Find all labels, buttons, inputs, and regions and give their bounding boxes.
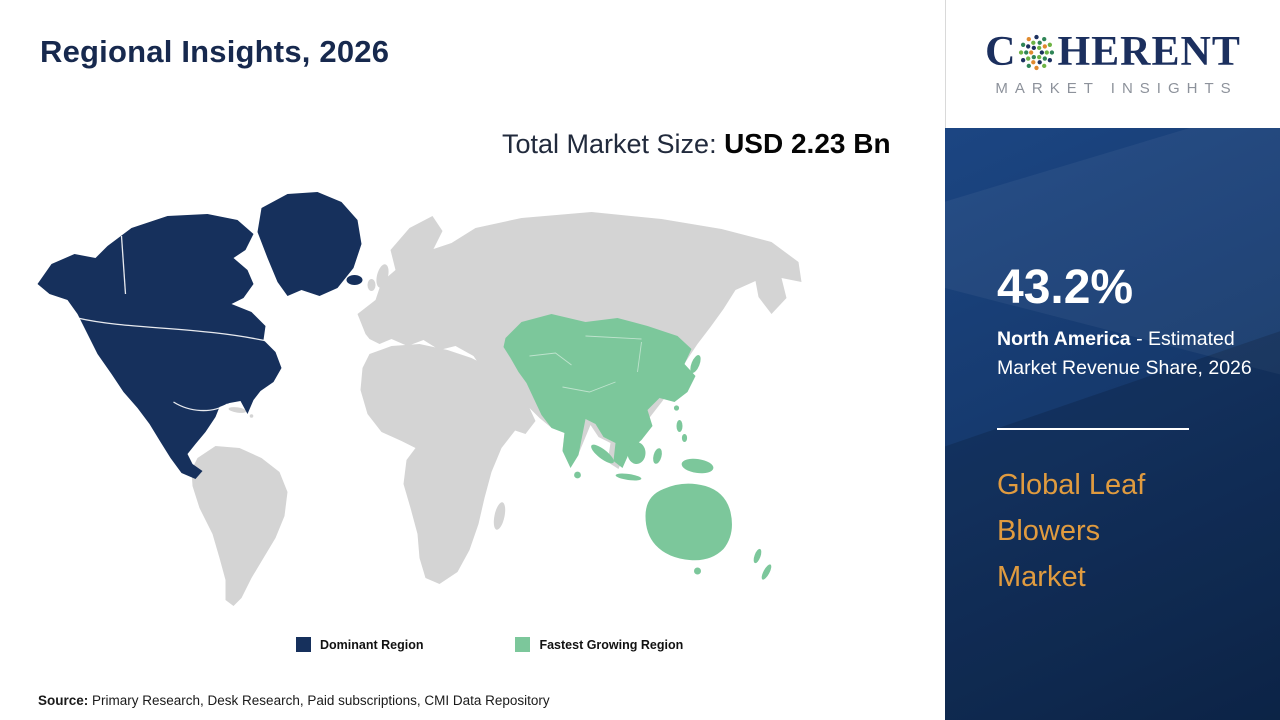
- north-america-borders: [77, 235, 272, 412]
- region-philippines-north: [676, 420, 683, 432]
- region-java: [615, 473, 642, 481]
- region-new-guinea: [681, 458, 714, 474]
- report-title: Global Leaf Blowers Market: [997, 469, 1146, 593]
- region-asia-pacific: [503, 314, 772, 580]
- region-asia: [503, 314, 696, 468]
- market-share-value: 43.2%: [997, 261, 1134, 314]
- us-canada-border: [77, 317, 272, 343]
- us-mexico-border: [173, 401, 228, 412]
- map-legend: Dominant Region Fastest Growing Region: [296, 637, 683, 652]
- region-sri-lanka: [574, 471, 581, 479]
- brand-tagline: MARKET INSIGHTS: [995, 80, 1238, 97]
- legend-swatch-dominant: [296, 637, 311, 652]
- alaska-canada-border: [120, 235, 127, 295]
- share-description-text: - Estimated Market Revenue Share, 2026: [997, 328, 1252, 379]
- brand-name: C HERENT: [985, 31, 1241, 73]
- region-japan-kyushu: [681, 377, 692, 389]
- page-title: Regional Insights, 2026: [40, 34, 390, 69]
- region-sulawesi: [653, 448, 662, 464]
- region-name: North America: [997, 328, 1131, 350]
- region-north-america-group: [37, 192, 363, 479]
- region-madagascar: [493, 502, 506, 530]
- region-australia: [645, 483, 732, 561]
- region-philippines-south: [681, 434, 688, 442]
- region-uk: [376, 264, 389, 288]
- region-new-zealand-north: [753, 548, 762, 564]
- source-label: Source:: [38, 693, 89, 708]
- asia-borders: [529, 335, 642, 393]
- legend-label-fastest: Fastest Growing Region: [539, 637, 684, 652]
- legend-swatch-fastest: [515, 637, 531, 652]
- region-sumatra: [591, 444, 614, 464]
- region-greenland: [257, 192, 362, 296]
- source-text: Primary Research, Desk Research, Paid su…: [88, 693, 550, 708]
- legend-label-dominant: Dominant Region: [320, 637, 424, 652]
- market-size-label: Total Market Size:: [502, 129, 725, 159]
- brand-logo: C HERENT MARKET INSIGHTS: [945, 0, 1280, 128]
- world-map-svg: [37, 192, 802, 606]
- market-size-value: USD 2.23 Bn: [724, 128, 891, 159]
- region-ireland: [367, 279, 376, 291]
- region-japan-honshu: [690, 355, 701, 373]
- region-cuba: [228, 407, 247, 413]
- logo-o-mosaic-icon: [1019, 34, 1055, 70]
- divider-line: [997, 428, 1189, 430]
- brand-letter-c: C: [985, 29, 1017, 75]
- legend-item-dominant: Dominant Region: [296, 637, 423, 652]
- region-north-america: [37, 214, 282, 479]
- brand-letters-rest: HERENT: [1057, 29, 1241, 75]
- region-south-america: [191, 446, 288, 606]
- region-tasmania: [694, 567, 701, 575]
- region-new-zealand-south: [761, 564, 772, 580]
- market-share-description: North America - Estimated Market Revenue…: [997, 325, 1265, 382]
- total-market-size: Total Market Size: USD 2.23 Bn: [502, 124, 900, 164]
- region-africa: [360, 344, 528, 584]
- world-map: [28, 186, 826, 638]
- region-borneo: [627, 442, 646, 464]
- region-iceland: [346, 275, 363, 285]
- region-caribbean-island: [249, 414, 254, 418]
- legend-item-fastest: Fastest Growing Region: [515, 637, 683, 652]
- region-taiwan: [673, 405, 680, 411]
- source-note: Source: Primary Research, Desk Research,…: [38, 693, 550, 708]
